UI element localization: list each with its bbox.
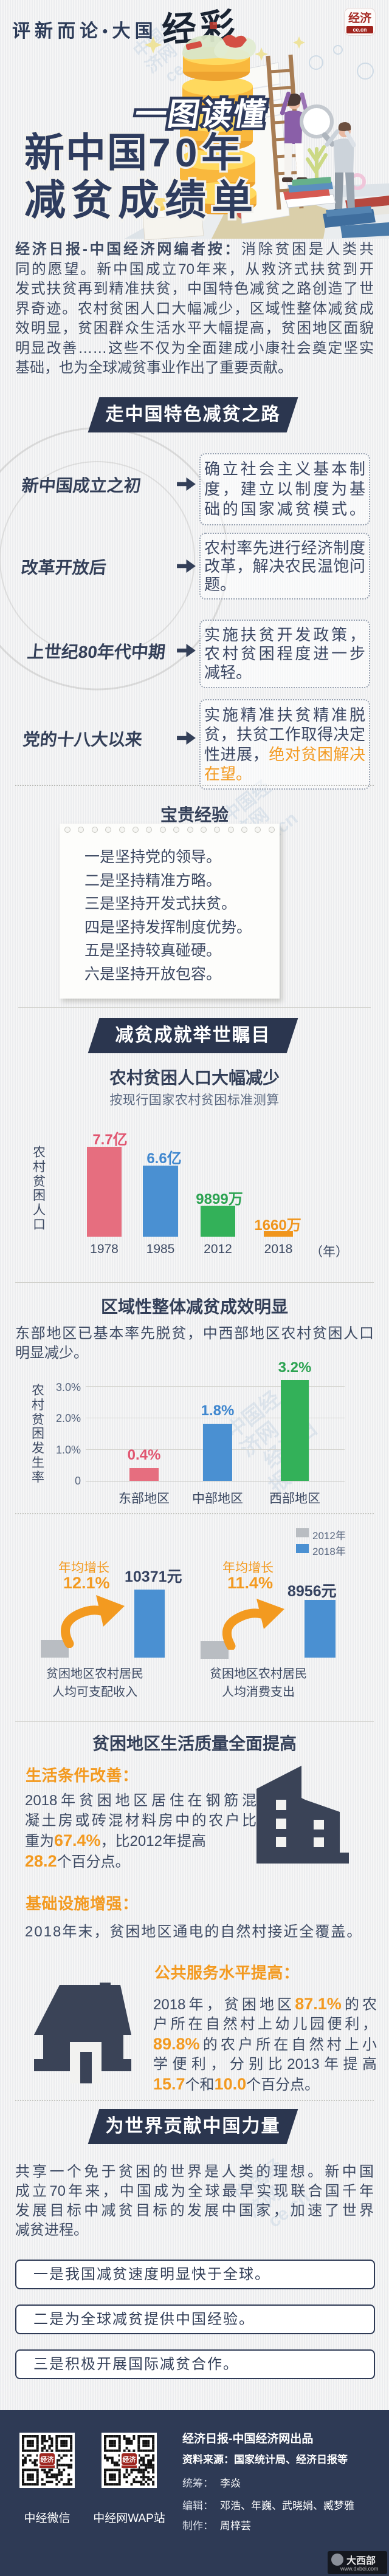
svg-text:一图读懂: 一图读懂	[133, 97, 269, 132]
svg-text:减贫成绩单: 减贫成绩单	[24, 177, 258, 224]
svg-text:经济: 经济	[41, 2455, 55, 2464]
svg-text:新中国70年: 新中国70年	[24, 130, 243, 175]
svg-text:经济: 经济	[123, 2455, 137, 2464]
